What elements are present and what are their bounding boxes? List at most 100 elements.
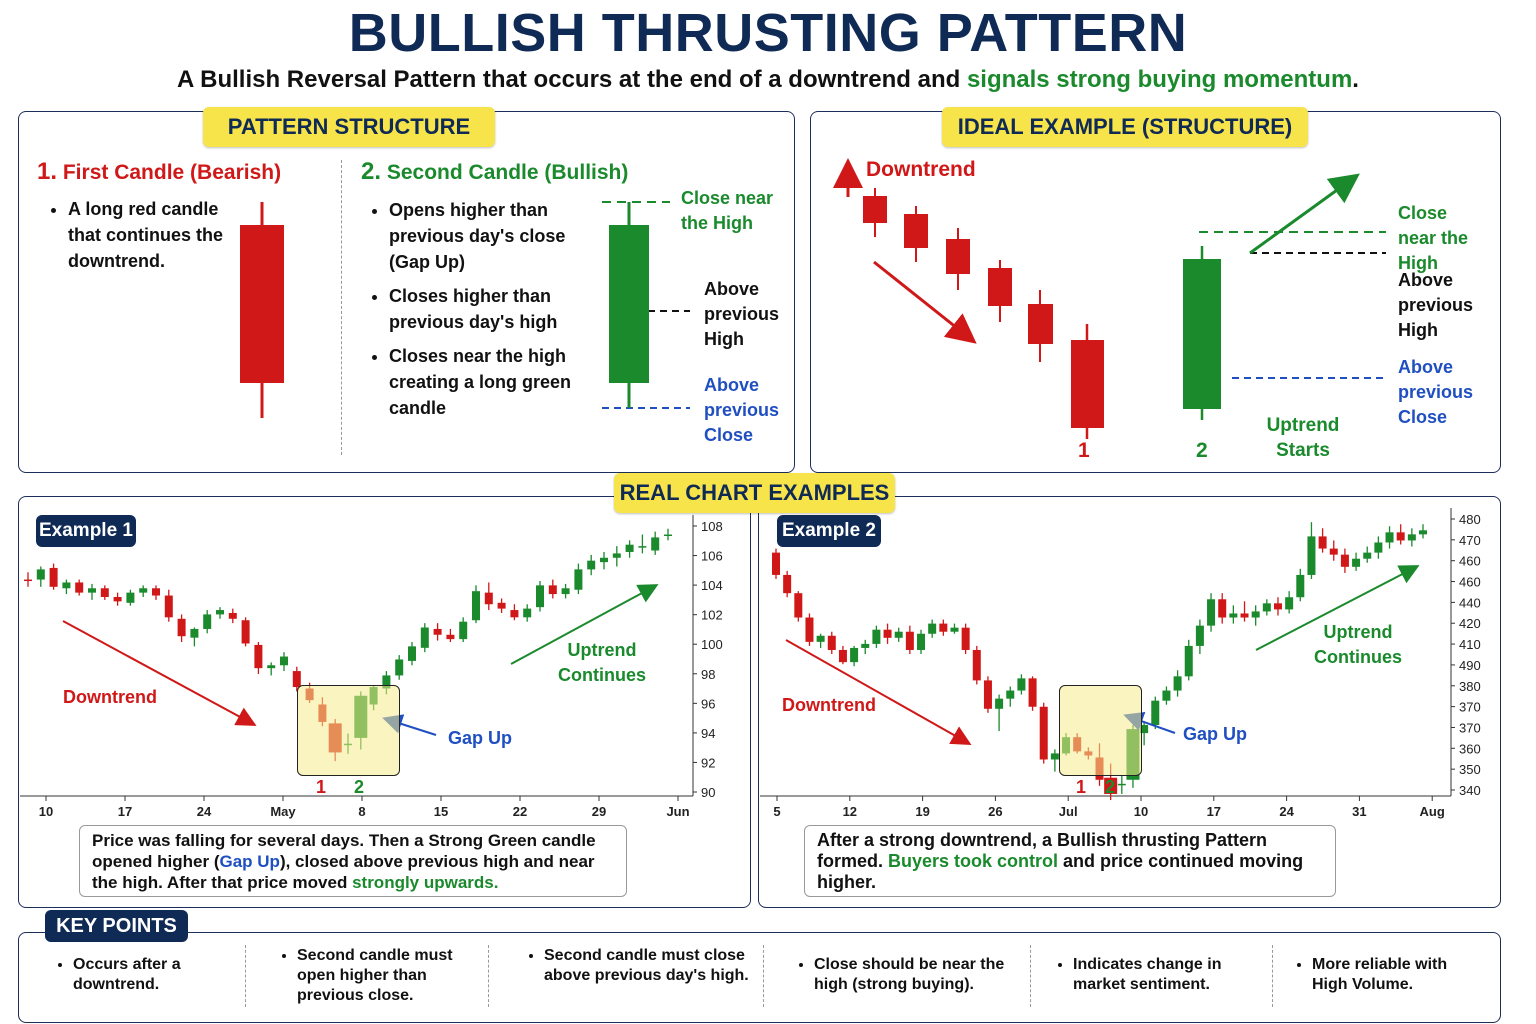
x-tick-label: 24 (1279, 804, 1294, 819)
candle-body (472, 591, 480, 621)
key-point-1: Occurs after a downtrend. (53, 955, 228, 995)
y-tick-label: 90 (701, 785, 715, 800)
key-point-divider (245, 945, 246, 1007)
candle-body (872, 629, 881, 644)
note1-highlight: strongly upwards. (352, 873, 499, 892)
x-tick-label: 17 (1207, 804, 1221, 819)
x-tick-label: 8 (358, 804, 365, 819)
label-above-previous-close: Above previous Close (704, 375, 780, 445)
y-tick-label: 104 (701, 578, 723, 593)
structure-divider (341, 160, 342, 455)
candle-body (850, 647, 859, 663)
candle-body (574, 569, 583, 590)
ideal-up-arrow (1249, 173, 1360, 255)
page-title: BULLISH THRUSTING PATTERN (348, 3, 1188, 63)
candle-body (1207, 599, 1216, 626)
candle-body (395, 659, 404, 676)
candle-body (292, 671, 301, 688)
y-tick-label: 380 (1459, 679, 1481, 694)
example-2-pattern-highlight (1059, 685, 1142, 776)
y-tick-label: 106 (701, 549, 723, 564)
y-tick-label: 98 (701, 667, 715, 682)
candle-body (1340, 554, 1349, 567)
key-point-6: More reliable with High Volume. (1292, 955, 1482, 995)
example-1-note: Price was falling for several days. Then… (79, 825, 627, 897)
candle-body (152, 588, 160, 596)
candle-body (1285, 597, 1294, 610)
y-tick-label: 94 (701, 726, 715, 741)
subtitle-highlight: signals strong buying momentum (966, 66, 1353, 93)
note1-text-a: Price was falling for several days. Then… (92, 831, 596, 871)
candle-body (36, 569, 45, 580)
candle-body (587, 560, 596, 570)
candle-body (1229, 613, 1238, 618)
y-tick-label: 460 (1459, 575, 1481, 590)
example-2-note: After a strong downtrend, a Bullish thru… (804, 825, 1336, 897)
y-tick-label: 470 (1459, 533, 1481, 548)
candle-body (1151, 700, 1160, 726)
x-tick-label: 10 (1134, 804, 1148, 819)
candle-body (1017, 678, 1026, 691)
candle-body (625, 544, 634, 552)
first-candle-body (240, 225, 284, 383)
candle-body (1117, 783, 1126, 786)
x-tick-label: May (270, 804, 296, 819)
candle-body (446, 634, 455, 640)
candle-body (1352, 558, 1361, 567)
candle-body (139, 588, 148, 593)
example-2-candle-1-label: 1 (1076, 777, 1087, 797)
key-points-tag: KEY POINTS (45, 910, 188, 942)
example-1-tag: Example 1 (36, 515, 136, 547)
ideal-downtrend-label: Downtrend (866, 158, 976, 181)
key-point-text: Second candle must close above previous … (544, 946, 749, 986)
candle-body (950, 627, 959, 632)
key-point-5: Indicates change in market sentiment. (1053, 955, 1253, 995)
pattern-structure-panel (18, 111, 795, 473)
key-point-divider (1030, 945, 1031, 1007)
candle-body (484, 592, 493, 605)
y-tick-label: 350 (1459, 762, 1481, 777)
candle-body (241, 620, 250, 644)
candle-body (1374, 542, 1383, 553)
ideal-green-body (1183, 259, 1221, 409)
x-tick-label: 24 (197, 804, 212, 819)
candle-body (459, 621, 468, 640)
second-candle-title: Second Candle (Bullish) (386, 161, 629, 184)
key-point-text: More reliable with High Volume. (1312, 955, 1482, 995)
candle-body (816, 635, 825, 642)
ideal-candle-2-label: 2 (1196, 439, 1208, 462)
y-tick-label: 460 (1459, 554, 1481, 569)
candle-body (939, 623, 948, 632)
label-close-near-high: Close near the High (681, 188, 774, 233)
example-1-downtrend-label: Downtrend (63, 687, 157, 707)
candle-body (827, 635, 836, 650)
example-2-candle-2-label: 2 (1105, 777, 1116, 797)
x-tick-label: Jun (666, 804, 689, 819)
candle-body (772, 552, 780, 575)
candle-body (961, 627, 970, 650)
candle-body (497, 602, 506, 609)
ideal-down-arrow (873, 260, 977, 344)
candle-body (1307, 536, 1316, 575)
candle-body (177, 618, 186, 637)
ideal-downtrend-candles (863, 188, 1104, 439)
candle-body (1028, 678, 1037, 707)
example-1-gap-up-label: Gap Up (448, 728, 513, 748)
key-point-text: Indicates change in market sentiment. (1073, 955, 1253, 995)
candle-body (995, 698, 1004, 709)
candle-body (783, 574, 792, 594)
candle-body (1363, 552, 1372, 559)
key-point-text: Occurs after a downtrend. (73, 955, 228, 995)
key-points-panel (18, 932, 1501, 1023)
candle-body (1262, 603, 1271, 612)
page-subtitle: A Bullish Reversal Pattern that occurs a… (0, 66, 1536, 94)
candle-body (49, 567, 58, 587)
candle-body (972, 649, 981, 681)
candle-body (254, 644, 263, 669)
x-tick-label: 15 (434, 804, 448, 819)
candle-body (1396, 532, 1405, 541)
y-tick-label: 96 (701, 696, 715, 711)
candle-body (928, 623, 937, 634)
candle-body (75, 582, 84, 593)
second-candle-number: 2. (361, 158, 382, 185)
